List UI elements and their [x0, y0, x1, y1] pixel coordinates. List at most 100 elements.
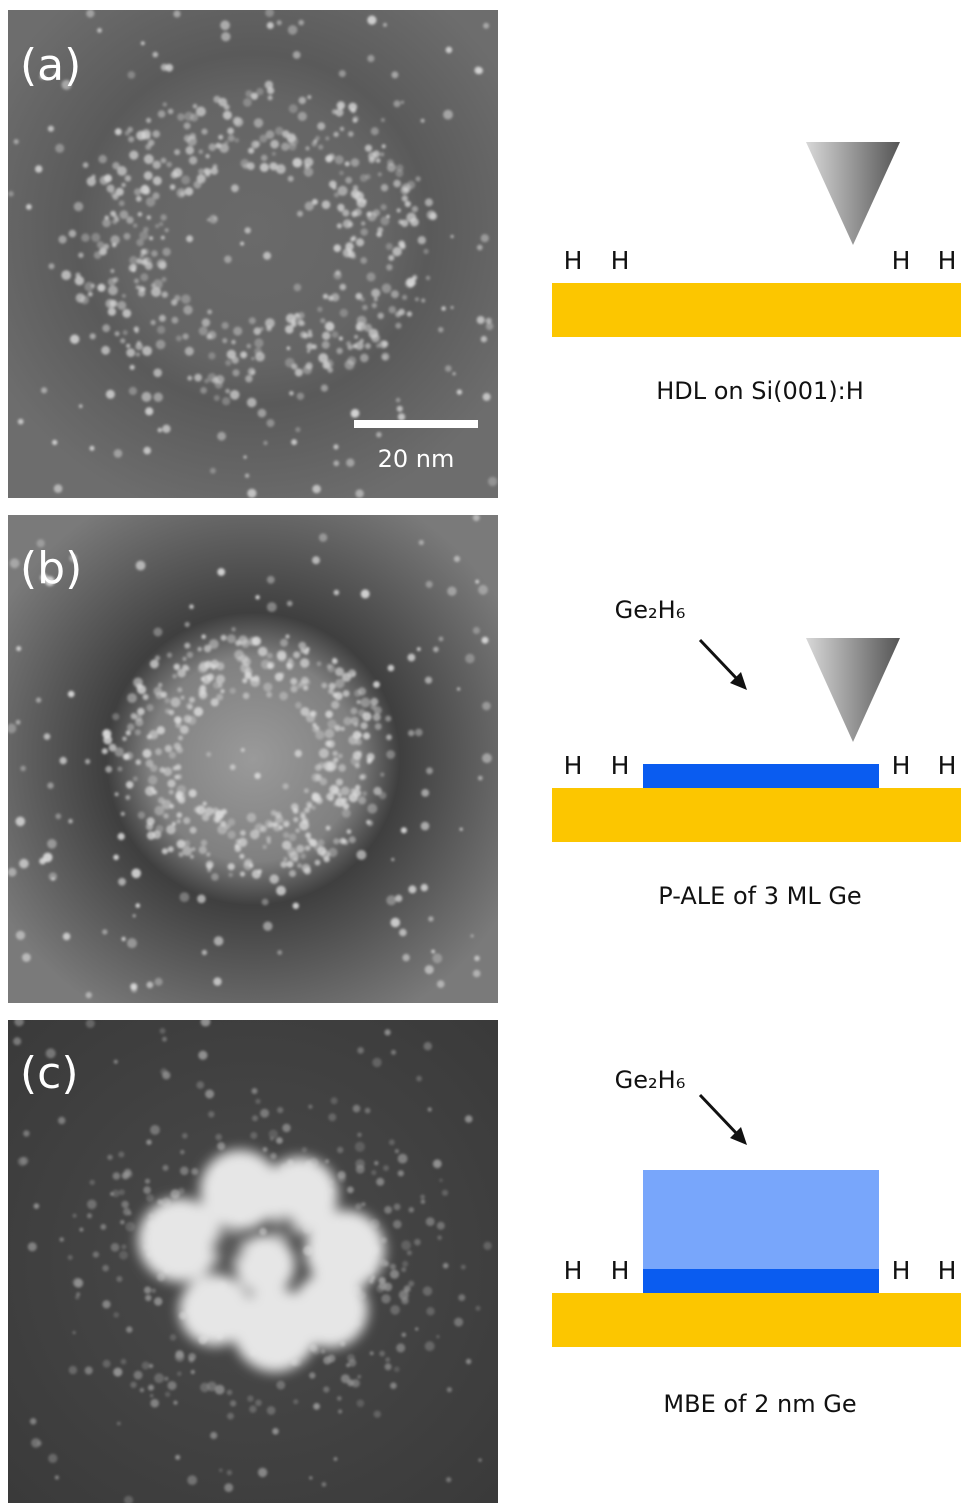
adsorbate: [221, 635, 227, 641]
hydrogen: H: [564, 246, 583, 275]
adsorbate: [385, 716, 391, 722]
adsorbate: [346, 459, 354, 467]
adsorbate: [43, 853, 53, 863]
adsorbate: [343, 717, 351, 725]
adsorbate: [383, 355, 388, 360]
adsorbate: [155, 978, 163, 986]
adsorbate: [320, 318, 325, 323]
adsorbate: [345, 360, 355, 370]
adsorbate: [211, 873, 219, 881]
adsorbate: [154, 687, 163, 696]
adsorbate: [380, 152, 384, 156]
adsorbate: [177, 687, 182, 692]
adsorbate: [81, 234, 89, 242]
adsorbate: [252, 1088, 258, 1094]
adsorbate: [135, 329, 139, 333]
adsorbate: [368, 152, 376, 160]
adsorbate: [405, 201, 411, 207]
adsorbate: [185, 347, 194, 356]
adsorbate: [361, 1202, 365, 1206]
adsorbate: [68, 819, 73, 824]
adsorbate: [189, 697, 195, 703]
adsorbate: [281, 861, 288, 868]
adsorbate: [173, 10, 180, 17]
adsorbate: [158, 428, 163, 433]
adsorbate: [426, 1307, 434, 1315]
adsorbate: [91, 284, 95, 288]
adsorbate: [187, 136, 197, 146]
adsorbate: [199, 691, 207, 699]
adsorbate: [200, 685, 206, 691]
adsorbate: [126, 730, 131, 735]
adsorbate: [125, 795, 130, 800]
adsorbate: [357, 850, 367, 860]
adsorbate: [353, 116, 359, 122]
adsorbate: [388, 665, 395, 672]
adsorbate: [393, 180, 401, 188]
adsorbate: [261, 155, 268, 162]
adsorbate: [401, 827, 407, 833]
adsorbate: [351, 788, 357, 794]
adsorbate: [322, 341, 330, 349]
adsorbate: [275, 127, 283, 135]
adsorbate: [339, 171, 344, 176]
adsorbate: [322, 332, 330, 340]
adsorbate: [252, 1115, 258, 1121]
adsorbate: [446, 1477, 451, 1482]
adsorbate: [145, 1295, 151, 1301]
adsorbate: [235, 640, 241, 646]
adsorbate: [196, 107, 206, 117]
adsorbate: [302, 1147, 307, 1152]
adsorbate: [386, 750, 395, 759]
adsorbate: [199, 327, 208, 336]
adsorbate: [170, 184, 176, 190]
adsorbate: [113, 1368, 122, 1377]
adsorbate: [385, 1029, 391, 1035]
adsorbate: [317, 307, 322, 312]
adsorbate: [358, 733, 363, 738]
adsorbate: [227, 1413, 234, 1420]
adsorbate: [342, 809, 351, 818]
adsorbate: [214, 936, 224, 946]
adsorbate: [289, 834, 297, 842]
adsorbate: [395, 323, 401, 329]
adsorbate: [222, 322, 229, 329]
adsorbate: [446, 47, 453, 54]
adsorbate: [147, 734, 152, 739]
adsorbate: [15, 817, 25, 827]
adsorbate: [401, 1267, 406, 1272]
adsorbate: [153, 369, 162, 378]
adsorbate: [371, 698, 379, 706]
adsorbate: [115, 792, 119, 796]
adsorbate: [432, 953, 442, 963]
adsorbate: [361, 698, 371, 708]
adsorbate: [163, 1165, 169, 1171]
adsorbate: [221, 32, 230, 41]
adsorbate: [267, 653, 273, 659]
adsorbate: [126, 1326, 132, 1332]
adsorbate: [220, 20, 230, 30]
adsorbate: [358, 1375, 361, 1378]
adsorbate: [224, 255, 232, 263]
adsorbate: [110, 269, 114, 273]
adsorbate: [18, 1157, 27, 1166]
adsorbate: [486, 318, 492, 324]
adsorbate: [152, 192, 159, 199]
adsorbate: [376, 158, 381, 163]
adsorbate: [443, 1263, 449, 1269]
adsorbate: [394, 1367, 400, 1373]
adsorbate: [367, 272, 376, 281]
adsorbate: [146, 118, 151, 123]
adsorbate: [323, 294, 328, 299]
adsorbate: [376, 1285, 384, 1293]
adsorbate: [120, 210, 129, 219]
adsorbate: [130, 1382, 136, 1388]
adsorbate: [102, 929, 107, 934]
adsorbate: [133, 776, 138, 781]
adsorbate: [128, 136, 134, 142]
adsorbate: [199, 149, 204, 154]
adsorbate: [327, 665, 335, 673]
adsorbate: [367, 55, 374, 62]
adsorbate: [359, 775, 364, 780]
adsorbate: [165, 745, 172, 752]
